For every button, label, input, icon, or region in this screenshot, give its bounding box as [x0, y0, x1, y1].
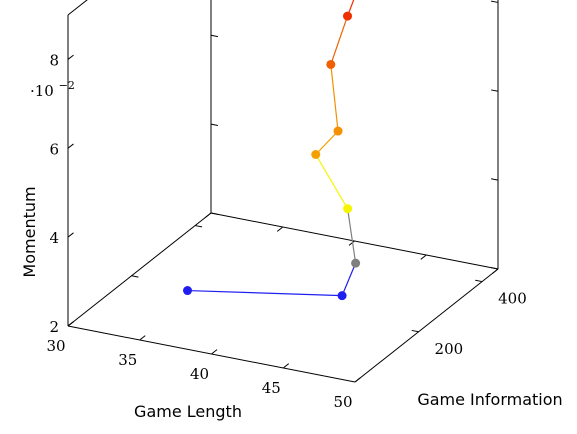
y-tick — [475, 279, 483, 283]
y-tick-label: 400 — [498, 290, 527, 308]
z-tick — [491, 178, 499, 181]
tick-labels: 30 35 40 45 50 200 400 2 4 6 8 — [46, 51, 526, 411]
data-point — [311, 150, 321, 160]
z-tick — [491, 0, 499, 3]
z-tick-label: 8 — [49, 51, 59, 69]
z-tick — [67, 232, 74, 238]
z-tick — [491, 267, 499, 270]
y-tick — [411, 329, 419, 333]
z-multiplier-label: ·10 −2 — [30, 79, 75, 100]
frame-edge — [67, 212, 212, 327]
x-tick-label: 30 — [46, 337, 65, 355]
axis-frame-back — [67, 0, 499, 327]
z-multiplier-exponent: −2 — [59, 79, 75, 92]
z-tick-label: 6 — [49, 140, 59, 158]
series-points — [183, 11, 361, 301]
y-axis-title: Game Information — [417, 390, 562, 409]
frame-edge — [67, 0, 88, 16]
z-tick — [67, 321, 74, 327]
x-tick — [348, 240, 355, 246]
series-lines — [187, 0, 357, 297]
x-tick — [282, 363, 290, 369]
data-point — [333, 126, 343, 136]
x-tick-label: 50 — [333, 393, 352, 411]
z-axis-title: Momentum — [20, 186, 39, 277]
x-tick — [205, 212, 212, 218]
data-point — [183, 286, 193, 296]
z-tick — [210, 123, 218, 126]
x-tick-label: 40 — [190, 365, 209, 383]
x-tick-label: 35 — [118, 351, 137, 369]
data-point — [343, 11, 353, 21]
x-tick-label: 45 — [262, 379, 281, 397]
data-point — [337, 291, 347, 301]
x-axis-line — [67, 325, 356, 383]
y-axis-line — [354, 268, 499, 383]
series-segment — [315, 130, 339, 155]
z-tick-label: 2 — [49, 318, 59, 336]
x-tick — [211, 349, 218, 355]
z-tick — [491, 89, 499, 92]
z-tick — [67, 143, 74, 149]
series-segment — [347, 208, 357, 264]
axis-ticks — [67, 0, 499, 383]
x-tick — [420, 254, 427, 260]
z-multiplier-base: ·10 — [30, 82, 54, 100]
data-point — [326, 59, 336, 69]
series-segment — [341, 262, 357, 296]
z-tick — [210, 212, 218, 215]
data-point — [351, 258, 361, 268]
series-segment — [330, 15, 349, 65]
y-tick — [131, 275, 139, 278]
z-tick — [210, 34, 218, 38]
axis-frame-front — [67, 268, 499, 383]
x-tick — [276, 226, 284, 232]
series-segment — [187, 289, 343, 297]
z-tick — [67, 54, 74, 60]
x-axis-title: Game Length — [134, 402, 242, 421]
series-segment — [315, 154, 349, 209]
y-tick — [195, 225, 203, 228]
data-point — [343, 204, 353, 214]
series-segment — [330, 64, 339, 132]
z-tick-label: 4 — [49, 229, 59, 247]
y-tick-label: 200 — [435, 340, 464, 358]
series-segment — [346, 0, 355, 17]
x-tick — [139, 335, 146, 341]
